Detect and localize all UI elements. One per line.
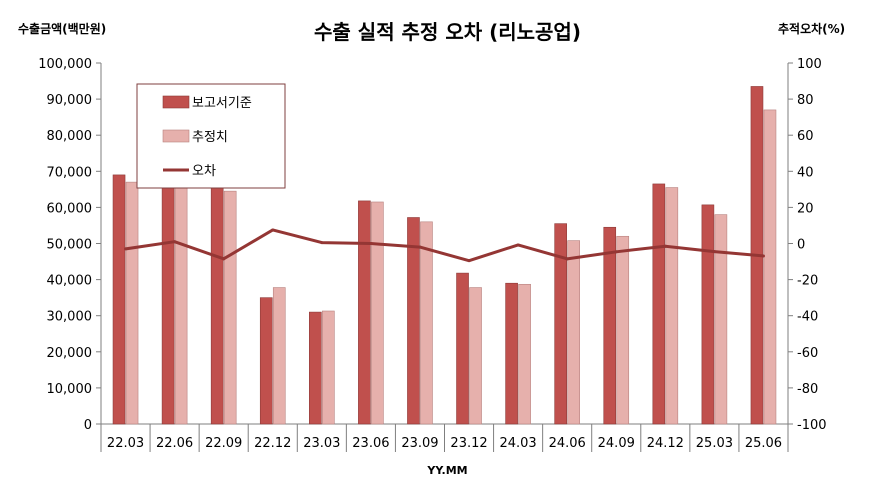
x-tick-label: 23.09: [401, 436, 438, 451]
x-tick-label: 22.06: [156, 436, 193, 451]
error-point: [271, 228, 275, 232]
bar-estimate: [518, 283, 531, 425]
bar-estimate: [322, 310, 335, 425]
bar-estimate: [420, 221, 433, 425]
x-tick-label: 25.03: [696, 436, 733, 451]
left-tick-label: 70,000: [47, 165, 93, 180]
x-tick-label: 22.12: [254, 436, 291, 451]
bar-estimate: [174, 158, 188, 425]
bar-report: [112, 174, 126, 425]
error-point: [124, 247, 128, 251]
legend-swatch: [162, 129, 190, 143]
left-tick-label: 0: [84, 418, 92, 433]
bar-report: [652, 183, 666, 425]
right-tick-label: -60: [797, 346, 818, 361]
left-tick-label: 80,000: [47, 129, 93, 144]
right-tick-label: -40: [797, 310, 818, 325]
x-tick-label: 24.06: [549, 436, 586, 451]
bar-report: [358, 200, 371, 425]
bar-report: [554, 223, 567, 425]
error-point: [663, 244, 667, 248]
error-point: [418, 245, 422, 249]
bar-estimate: [714, 214, 728, 425]
x-axis-title: YY.MM: [427, 464, 468, 477]
right-tick-label: 100: [797, 57, 822, 72]
bar-report: [210, 185, 224, 425]
error-point: [369, 242, 373, 245]
legend-label: 보고서기준: [192, 96, 252, 111]
right-tick-label: -80: [797, 382, 818, 397]
bar-report: [505, 282, 518, 425]
left-tick-label: 30,000: [47, 310, 93, 325]
bar-estimate: [763, 109, 777, 425]
left-tick-label: 20,000: [47, 346, 93, 361]
legend-label: 추정치: [192, 130, 228, 145]
right-axis-unit: 추적오차(%): [778, 22, 846, 36]
right-tick-label: 0: [797, 238, 805, 253]
x-tick-label: 24.12: [647, 436, 684, 451]
left-tick-label: 60,000: [47, 201, 93, 216]
left-axis-unit: 수출금액(백만원): [18, 22, 107, 36]
legend: [136, 83, 286, 189]
right-tick-label: -20: [797, 274, 818, 289]
error-point: [614, 250, 618, 254]
error-point: [222, 257, 226, 261]
left-tick-label: 100,000: [38, 57, 92, 72]
left-tick-label: 10,000: [47, 382, 93, 397]
bar-report: [701, 204, 715, 425]
legend-swatch: [162, 95, 190, 109]
bar-report: [603, 226, 617, 425]
error-point: [516, 243, 520, 247]
bar-report: [259, 297, 273, 425]
x-tick-label: 22.09: [205, 436, 242, 451]
bar-report: [407, 217, 420, 425]
bar-estimate: [272, 287, 286, 425]
error-point: [712, 250, 716, 254]
error-line: [125, 228, 764, 263]
right-tick-label: -100: [797, 418, 827, 433]
x-tick-label: 22.03: [107, 436, 144, 451]
x-tick-label: 23.03: [303, 436, 340, 451]
bar-report: [309, 311, 322, 425]
left-tick-label: 40,000: [47, 274, 93, 289]
bar-estimate: [567, 240, 580, 425]
bar-estimate: [223, 190, 237, 425]
bar-estimate: [469, 287, 482, 425]
right-tick-label: 60: [797, 129, 814, 144]
chart-title: 수출 실적 추정 오차 (리노공업): [314, 20, 581, 44]
bar-estimate: [371, 201, 384, 425]
error-point: [320, 241, 324, 245]
error-point: [565, 257, 569, 261]
bar-report: [456, 272, 469, 425]
left-tick-label: 50,000: [47, 238, 93, 253]
x-tick-label: 25.06: [745, 436, 782, 451]
right-tick-label: 40: [797, 165, 814, 180]
x-tick-label: 24.03: [499, 436, 536, 451]
bar-estimate: [665, 187, 679, 425]
left-tick-label: 90,000: [47, 93, 93, 108]
bar-report: [161, 160, 175, 425]
x-tick-label: 24.09: [598, 436, 635, 451]
error-point: [761, 254, 765, 258]
legend-label: 오차: [192, 164, 216, 179]
bar-estimate: [616, 235, 630, 425]
error-point: [173, 240, 177, 244]
bar-estimate: [125, 181, 139, 425]
right-tick-label: 80: [797, 93, 814, 108]
x-tick-label: 23.12: [450, 436, 487, 451]
right-tick-label: 20: [797, 201, 814, 216]
x-tick-label: 23.06: [352, 436, 389, 451]
error-point: [467, 259, 471, 263]
